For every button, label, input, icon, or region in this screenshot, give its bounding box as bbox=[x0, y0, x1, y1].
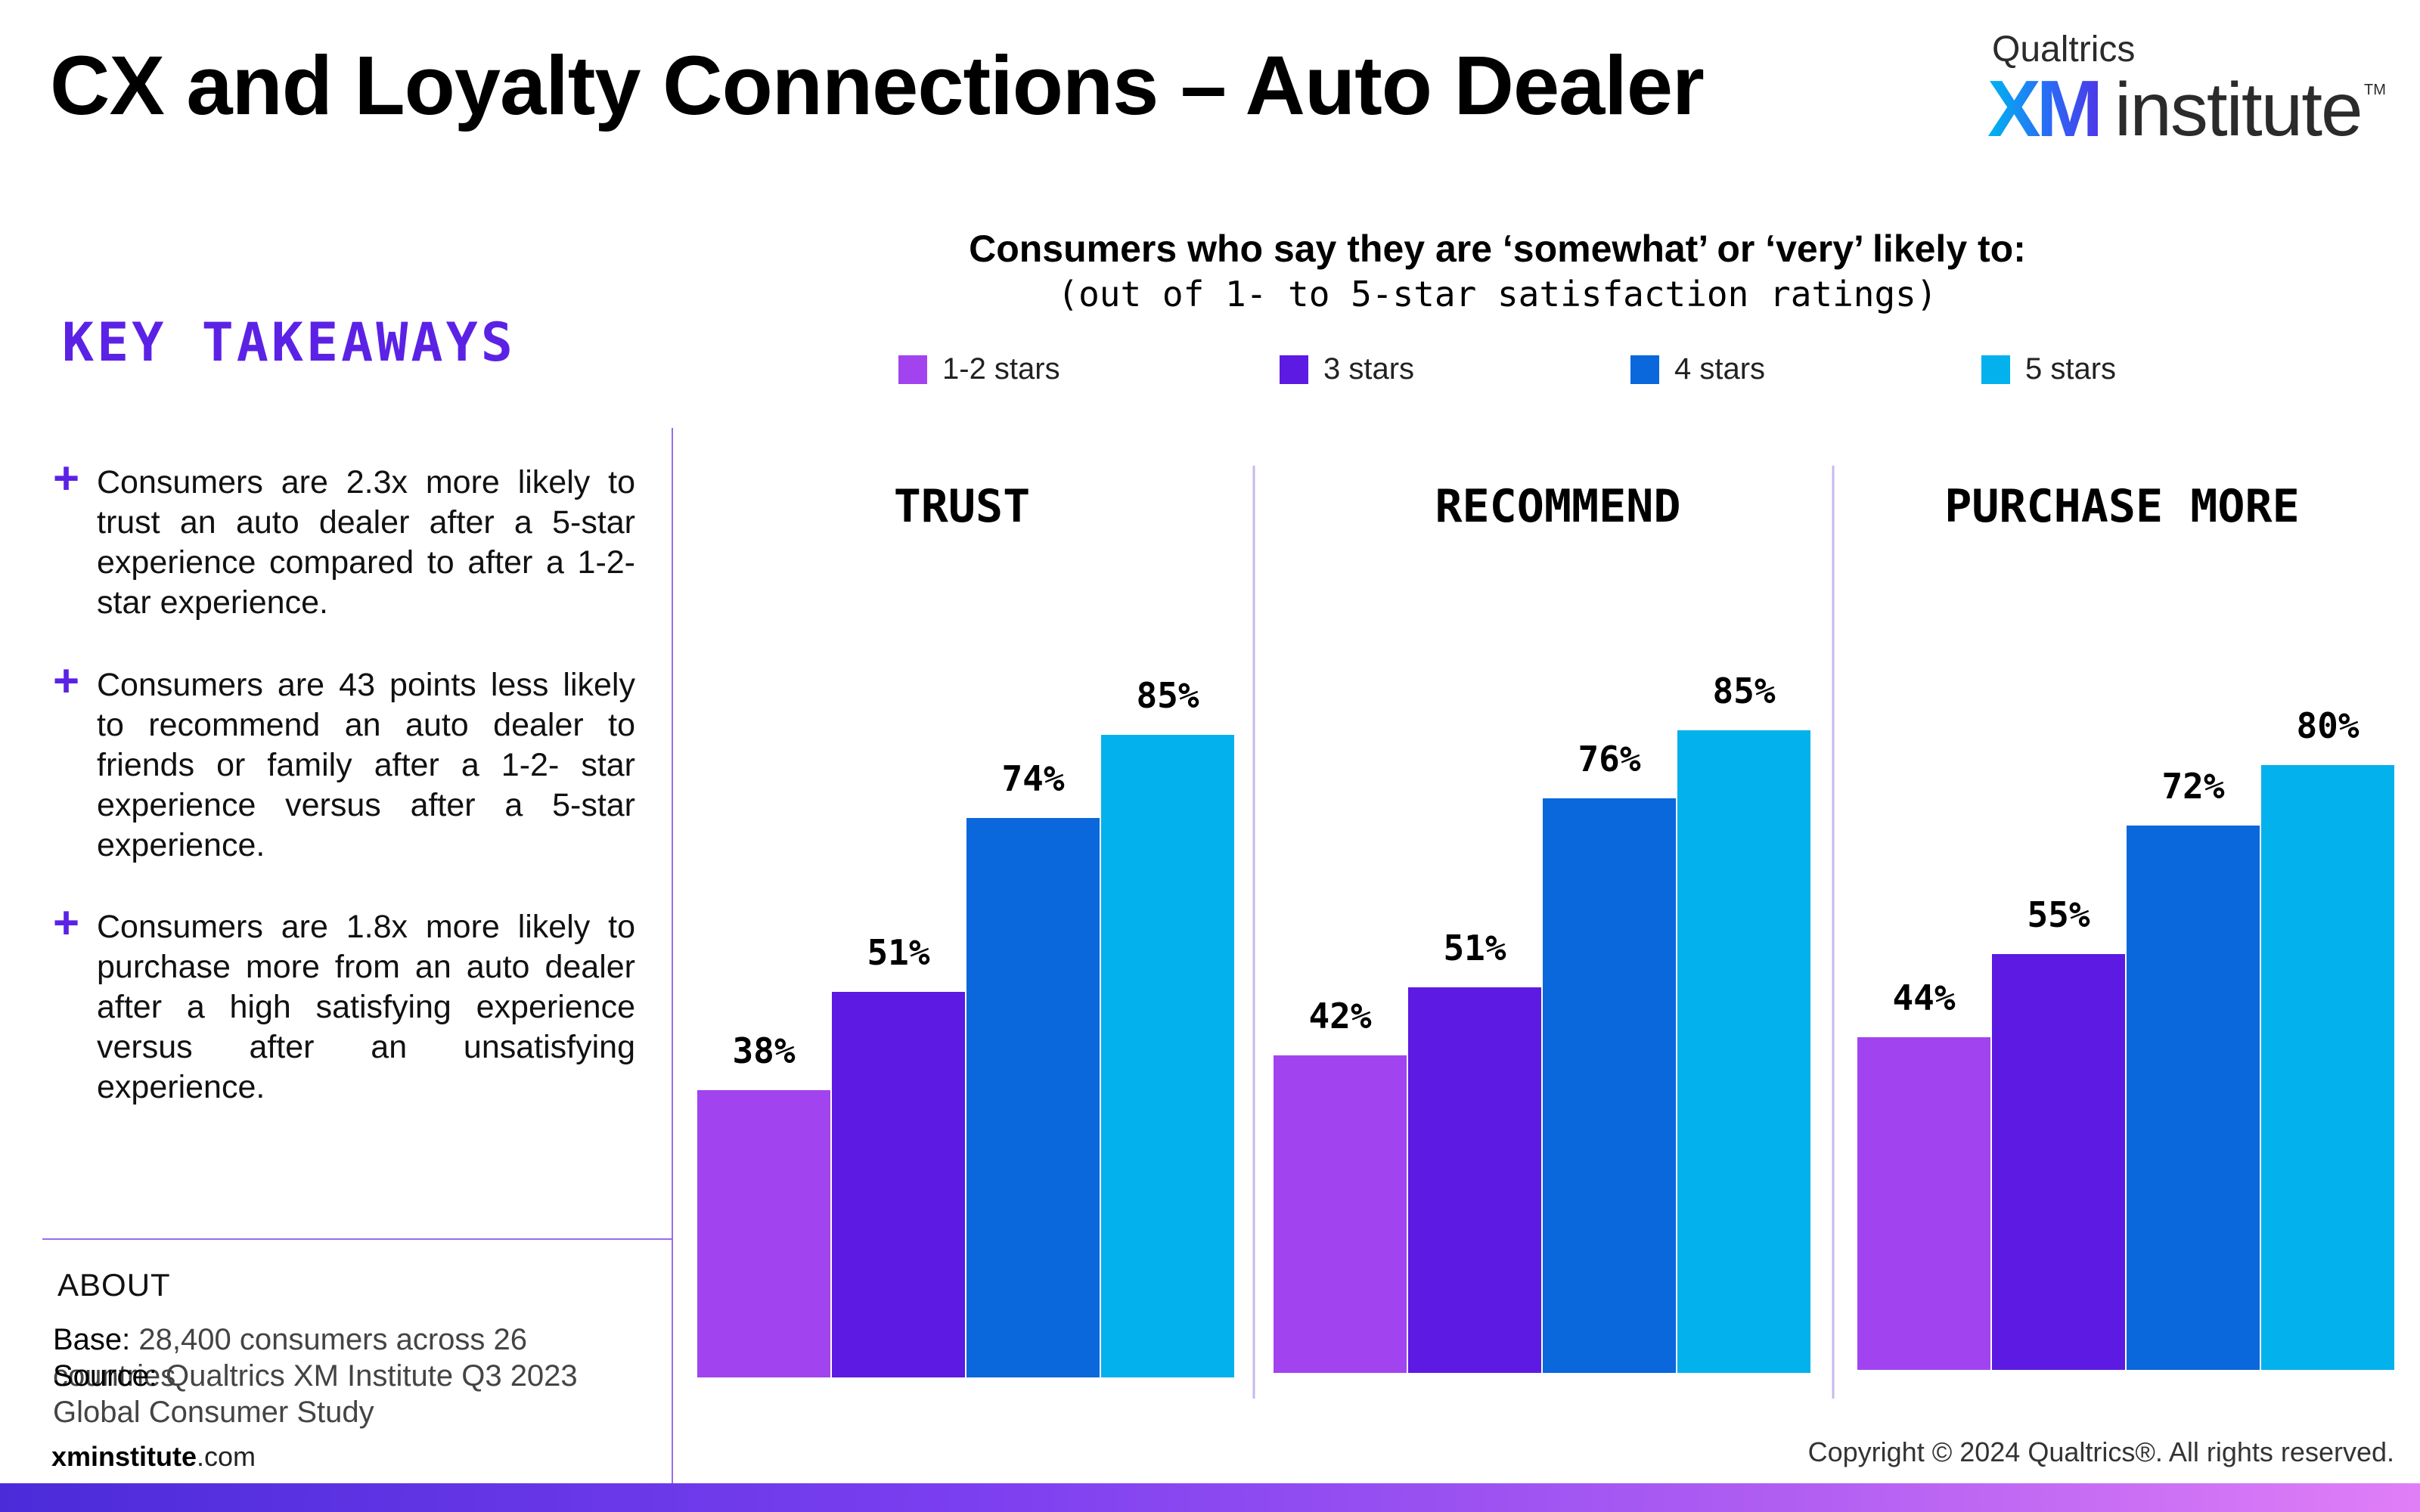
logo-xm-text: XM bbox=[1987, 64, 2103, 153]
bar bbox=[1101, 735, 1234, 1377]
source-value: Qualtrics XM Institute Q3 2023 Global Co… bbox=[53, 1359, 578, 1429]
bar-value-label: 72% bbox=[2161, 766, 2224, 807]
bar-value-label: 51% bbox=[1443, 928, 1506, 968]
key-takeaways-heading: KEY TAKEAWAYS bbox=[62, 311, 516, 373]
source-label: Source: bbox=[53, 1359, 157, 1393]
logo-trademark: TM bbox=[2364, 82, 2386, 98]
bar bbox=[1543, 798, 1676, 1373]
bar-value-label: 76% bbox=[1578, 739, 1640, 779]
takeaway-text: Consumers are 43 points less likely to r… bbox=[97, 667, 635, 863]
bottom-gradient-bar bbox=[0, 1483, 2420, 1512]
vertical-divider bbox=[672, 428, 673, 1486]
legend-swatch bbox=[1280, 355, 1308, 384]
horizontal-divider bbox=[42, 1238, 673, 1240]
bar-value-label: 80% bbox=[2296, 705, 2359, 746]
base-label: Base: bbox=[53, 1323, 131, 1356]
legend-item: 5 stars bbox=[1981, 352, 2116, 386]
legend-label: 5 stars bbox=[2025, 352, 2117, 386]
takeaway-item: + Consumers are 1.8x more likely to purc… bbox=[53, 897, 635, 1108]
legend-label: 4 stars bbox=[1674, 352, 1766, 386]
bar-value-label: 38% bbox=[732, 1030, 795, 1071]
category-label: TRUST bbox=[894, 480, 1031, 533]
legend-swatch bbox=[1630, 355, 1659, 384]
about-label: ABOUT bbox=[57, 1267, 171, 1303]
site-link[interactable]: xminstitute.com bbox=[51, 1441, 256, 1473]
bar-value-label: 85% bbox=[1712, 671, 1775, 711]
legend-item: 3 stars bbox=[1280, 352, 1414, 386]
legend-item: 1-2 stars bbox=[898, 352, 1060, 386]
legend-swatch bbox=[898, 355, 927, 384]
legend-label: 3 stars bbox=[1323, 352, 1415, 386]
category-label: RECOMMEND bbox=[1435, 480, 1680, 533]
bar-value-label: 85% bbox=[1136, 675, 1199, 716]
page-title: CX and Loyalty Connections – Auto Dealer bbox=[50, 39, 1705, 132]
legend-item: 4 stars bbox=[1630, 352, 1765, 386]
chart-title: Consumers who say they are ‘somewhat’ or… bbox=[969, 228, 2026, 270]
bar bbox=[1677, 730, 1810, 1373]
bar bbox=[966, 818, 1100, 1377]
about-source: Source: Qualtrics XM Institute Q3 2023 G… bbox=[53, 1358, 658, 1430]
chart-subtitle: (out of 1- to 5-star satisfaction rating… bbox=[1057, 274, 1938, 314]
plus-icon: + bbox=[53, 453, 80, 503]
site-bold: xminstitute bbox=[51, 1441, 197, 1472]
takeaway-item: + Consumers are 2.3x more likely to trus… bbox=[53, 453, 635, 623]
bar bbox=[2127, 826, 2260, 1370]
legend-swatch bbox=[1981, 355, 2010, 384]
qualtrics-xm-institute-logo: Qualtrics XM institute TM bbox=[1987, 29, 2386, 153]
site-suffix: .com bbox=[197, 1441, 256, 1472]
base-value: 28,400 consumers across 26 countries bbox=[53, 1323, 528, 1393]
logo-qualtrics-text: Qualtrics bbox=[1992, 29, 2136, 70]
legend-label: 1-2 stars bbox=[942, 352, 1060, 386]
bar bbox=[1857, 1037, 1990, 1370]
bar-value-label: 51% bbox=[867, 932, 929, 973]
bar-value-label: 55% bbox=[2027, 894, 2090, 935]
bar-value-label: 44% bbox=[1892, 978, 1955, 1018]
takeaway-text: Consumers are 1.8x more likely to purcha… bbox=[97, 909, 635, 1105]
bar bbox=[697, 1090, 830, 1377]
category-label: PURCHASE MORE bbox=[1944, 480, 2300, 533]
bar bbox=[1408, 987, 1541, 1373]
bar bbox=[1992, 954, 2125, 1370]
takeaway-text: Consumers are 2.3x more likely to trust … bbox=[97, 464, 635, 621]
bar bbox=[2261, 765, 2394, 1370]
about-base: Base: 28,400 consumers across 26 countri… bbox=[53, 1321, 658, 1394]
logo-institute-text: institute bbox=[2114, 67, 2363, 152]
copyright: Copyright © 2024 Qualtrics®. All rights … bbox=[1807, 1436, 2394, 1467]
plus-icon: + bbox=[53, 897, 80, 948]
plus-icon: + bbox=[53, 655, 80, 706]
bar bbox=[832, 992, 965, 1377]
takeaway-item: + Consumers are 43 points less likely to… bbox=[53, 655, 635, 866]
bar bbox=[1274, 1055, 1407, 1373]
bar-value-label: 74% bbox=[1001, 758, 1064, 799]
bar-value-label: 42% bbox=[1308, 996, 1371, 1036]
